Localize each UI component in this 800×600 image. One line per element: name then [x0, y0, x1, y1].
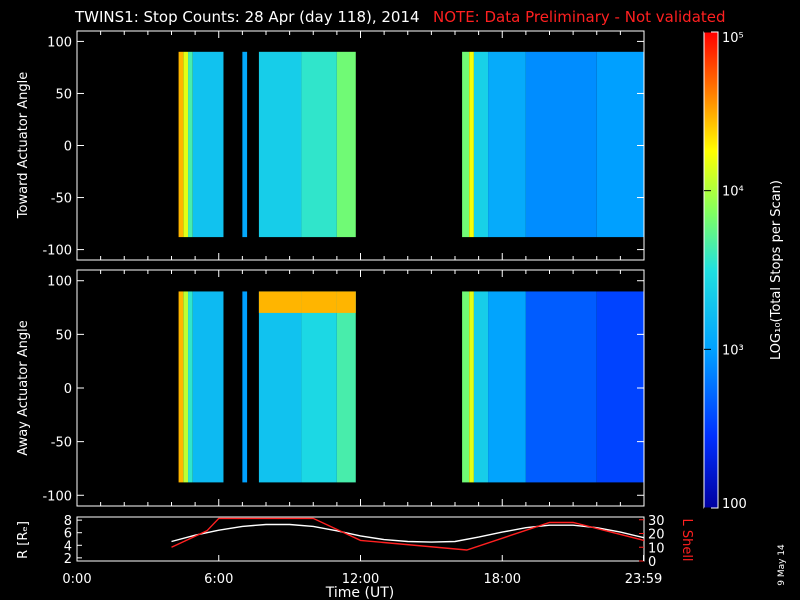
r-line — [171, 523, 645, 543]
heatmap-column — [462, 51, 470, 238]
colorbar-ticks: 10⁵ 10⁴ 10³ 100 — [704, 31, 747, 512]
preliminary-note: NOTE: Data Preliminary - Not validated — [433, 8, 726, 26]
heatmap-column — [473, 51, 489, 238]
heatmap-column — [525, 291, 597, 483]
heatmap-column — [242, 51, 248, 238]
away-actuator-panel: 100 50 0 -50 -100 Away Actuator Angle — [16, 269, 645, 507]
heatmap-column — [473, 291, 489, 483]
r-tick-label: 4 — [64, 539, 72, 554]
heatmap-column — [192, 291, 224, 483]
lshell-tick-label: 20 — [648, 528, 665, 543]
heatmap-column — [183, 51, 189, 238]
chart-title: TWINS1: Stop Counts: 28 Apr (day 118), 2… — [74, 8, 420, 26]
away-heatmap — [178, 291, 644, 483]
y-tick-label: 50 — [55, 87, 72, 102]
y-tick-label: 0 — [64, 140, 72, 155]
lshell-tick-label: 0 — [648, 555, 656, 570]
heatmap-column — [488, 51, 526, 238]
toward-heatmap — [178, 51, 644, 238]
y-tick-label: 50 — [55, 328, 72, 343]
y-tick-label: -100 — [42, 244, 72, 259]
heatmap-column — [525, 51, 597, 238]
heatmap-column — [188, 291, 193, 483]
r-tick-label: 2 — [64, 552, 72, 567]
heatmap-column — [336, 51, 356, 238]
heatmap-column — [192, 51, 224, 238]
heatmap-column — [462, 291, 470, 483]
lshell-line — [171, 517, 645, 551]
away-y-axis: 100 50 0 -50 -100 — [42, 270, 645, 506]
colorbar-tick-label: 10⁵ — [722, 31, 744, 46]
heatmap-column — [301, 51, 337, 238]
colorbar-tick-label: 100 — [722, 497, 747, 512]
heatmap-column — [336, 291, 356, 483]
y-tick-label: -50 — [51, 436, 72, 451]
x-tick-label: 12:00 — [342, 572, 379, 587]
lshell-tick-label: 30 — [648, 514, 665, 529]
ephemeris-lines — [171, 517, 645, 551]
colorbar-tick-label: 10⁴ — [722, 185, 744, 200]
colorbar-gradient — [703, 31, 719, 509]
x-tick-label: 0:00 — [62, 572, 91, 587]
side-date: 9 May 14 — [777, 544, 787, 586]
lshell-axis-label: L Shell — [679, 518, 694, 561]
r-axis-label: R [Rₑ] — [16, 521, 31, 559]
heatmap-column — [596, 51, 644, 238]
x-tick-label: 18:00 — [484, 572, 521, 587]
heatmap-column — [469, 51, 474, 238]
heatmap-column — [301, 291, 337, 483]
heatmap-column — [188, 51, 193, 238]
y-tick-label: 100 — [47, 35, 72, 50]
y-tick-label: 0 — [64, 382, 72, 397]
colorbar-tick-label: 10³ — [722, 343, 744, 358]
heatmap-column — [258, 51, 302, 238]
heatmap-column — [488, 291, 526, 483]
away-ylabel: Away Actuator Angle — [16, 320, 31, 455]
heatmap-column — [178, 291, 184, 483]
heatmap-column — [596, 291, 644, 483]
heatmap-column — [183, 291, 189, 483]
colorbar-label: LOG₁₀(Total Stops per Scan) — [769, 180, 784, 360]
x-tick-label: 6:00 — [204, 572, 233, 587]
colorbar: 10⁵ 10⁴ 10³ 100 LOG₁₀(Total Stops per Scan) — [703, 31, 784, 512]
ephemeris-plot-frame — [76, 516, 645, 562]
heatmap-column — [258, 291, 302, 483]
y-tick-label: -50 — [51, 192, 72, 207]
heatmap-column — [242, 291, 248, 483]
heatmap-band-cell — [336, 291, 356, 313]
toward-actuator-panel: 100 50 0 -50 -100 Toward Actuator Angle — [16, 30, 645, 261]
x-tick-label: 23:59 — [625, 572, 662, 587]
toward-ylabel: Toward Actuator Angle — [16, 72, 31, 219]
r-tick-label: 8 — [64, 514, 72, 529]
toward-y-axis: 100 50 0 -50 -100 — [42, 31, 645, 260]
x-axis-label: Time (UT) — [325, 585, 394, 600]
y-tick-label: 100 — [47, 275, 72, 290]
y-tick-label: -100 — [42, 489, 72, 504]
heatmap-band-cell — [301, 291, 337, 313]
heatmap-column — [469, 291, 474, 483]
heatmap-column — [178, 51, 184, 238]
r-tick-label: 6 — [64, 527, 72, 542]
lshell-tick-label: 10 — [648, 541, 665, 556]
heatmap-band-cell — [258, 291, 302, 313]
